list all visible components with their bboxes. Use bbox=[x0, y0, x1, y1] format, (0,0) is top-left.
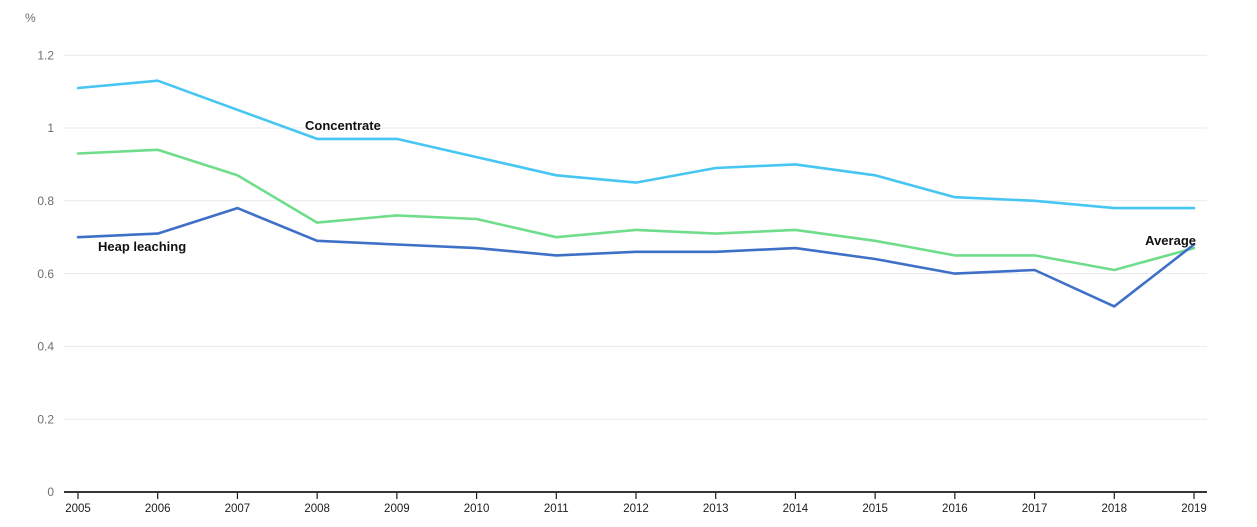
gridlines-layer: 0 0.2 0.4 0.6 0.8 1 1.2 bbox=[37, 48, 1207, 499]
y-tick-label-1: 1 bbox=[47, 121, 54, 135]
y-tick-label-0.2: 0.2 bbox=[37, 412, 54, 426]
x-tick-label-2008: 2008 bbox=[304, 503, 330, 515]
series-line-heap-leaching bbox=[76, 206, 1196, 308]
x-tick-label-2016: 2016 bbox=[942, 503, 968, 515]
y-tick-label-0.4: 0.4 bbox=[37, 340, 54, 354]
x-tick-label-2017: 2017 bbox=[1022, 503, 1048, 515]
x-tick-label-2010: 2010 bbox=[464, 503, 490, 515]
x-tick-label-2015: 2015 bbox=[862, 503, 888, 515]
x-tick-label-2013: 2013 bbox=[703, 503, 729, 515]
y-tick-label-0: 0 bbox=[47, 485, 54, 499]
x-axis-layer: 2005 2006 2007 2008 2009 2010 2011 2012 2013 2014… bbox=[64, 491, 1207, 515]
y-tick-label-1.2: 1.2 bbox=[37, 48, 54, 62]
x-tick-label-2009: 2009 bbox=[384, 503, 410, 515]
x-tick-label-2014: 2014 bbox=[783, 503, 809, 515]
series-line-average bbox=[76, 148, 1196, 272]
y-axis-unit-label: % bbox=[25, 11, 36, 25]
series-label-average: Average bbox=[1145, 233, 1196, 248]
series-label-concentrate: Concentrate bbox=[305, 118, 381, 133]
y-tick-label-0.6: 0.6 bbox=[37, 267, 54, 281]
x-tick-label-2005: 2005 bbox=[65, 503, 91, 515]
series-label-heap-leaching: Heap leaching bbox=[98, 239, 186, 254]
x-tick-label-2007: 2007 bbox=[225, 503, 251, 515]
x-tick-label-2011: 2011 bbox=[544, 503, 569, 515]
y-tick-label-0.8: 0.8 bbox=[37, 194, 54, 208]
x-tick-label-2006: 2006 bbox=[145, 503, 171, 515]
x-tick-label-2018: 2018 bbox=[1101, 503, 1127, 515]
series-lines-layer bbox=[76, 79, 1196, 308]
x-tick-label-2019: 2019 bbox=[1181, 503, 1207, 515]
x-tick-label-2012: 2012 bbox=[623, 503, 649, 515]
series-line-concentrate bbox=[76, 79, 1196, 210]
